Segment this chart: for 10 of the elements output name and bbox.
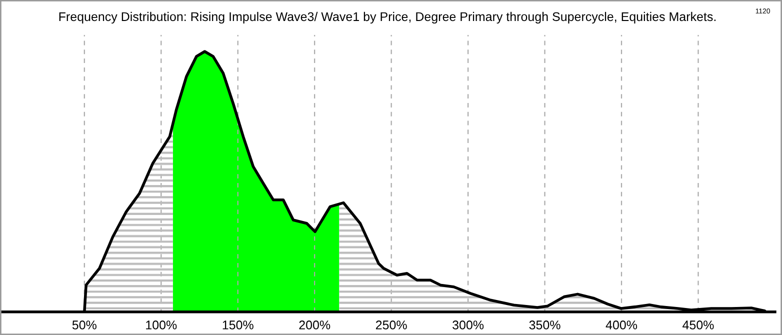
x-tick-label: 350% bbox=[529, 320, 560, 330]
x-tick-label: 150% bbox=[222, 320, 254, 330]
x-tick-label: 300% bbox=[452, 320, 484, 330]
x-tick-label: 200% bbox=[299, 320, 330, 330]
chart-title: Frequency Distribution: Rising Impulse Wave3/ Wave1 by Price, Degree Primary through Supercycle, Equities Markets. bbox=[59, 12, 716, 24]
x-tick-label: 100% bbox=[146, 320, 177, 330]
x-tick-label: 250% bbox=[376, 320, 407, 330]
x-tick-label: 50% bbox=[72, 320, 96, 330]
x-tick-label: 450% bbox=[682, 320, 714, 330]
x-tick-label: 400% bbox=[606, 320, 638, 330]
